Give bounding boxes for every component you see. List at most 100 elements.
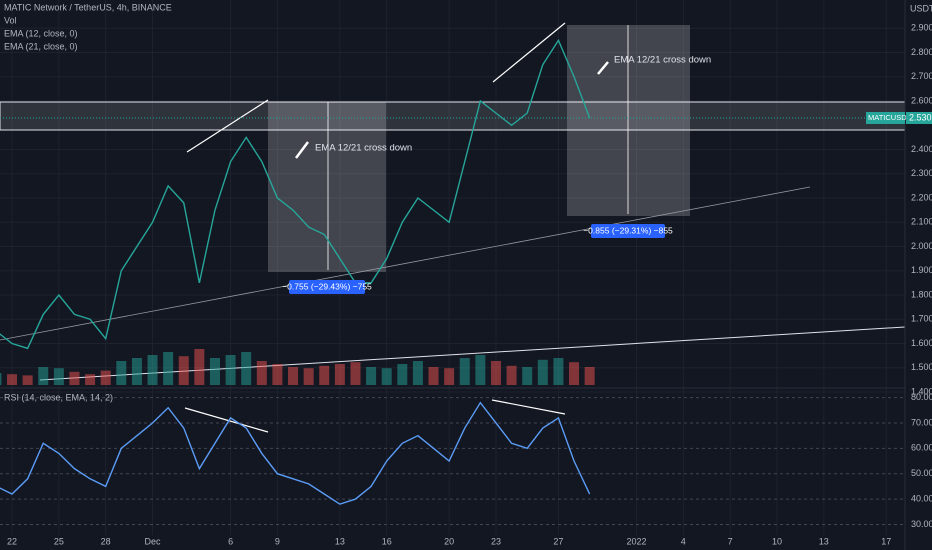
y2-tick-label: 80.00 (911, 392, 932, 402)
y-tick-label: 2.900 (911, 23, 932, 33)
x-tick-label: 7 (728, 536, 733, 546)
volume-bar (163, 352, 174, 385)
legend: EMA (12, close, 0) (4, 28, 78, 38)
series-line (0, 38, 591, 350)
volume-bar (53, 368, 64, 385)
measure-label-bg (591, 224, 665, 238)
currency: USDT (910, 3, 932, 13)
divergence-line (186, 99, 269, 153)
volume-bar (194, 349, 205, 385)
volume-bar (225, 355, 236, 385)
volume-bar (241, 352, 252, 385)
y-tick-label: 2.400 (911, 144, 932, 154)
y2-tick-label: 50.00 (911, 468, 932, 478)
volume-bar (100, 370, 111, 385)
x-tick-label: 20 (444, 536, 454, 546)
last-price-label-bg (906, 111, 932, 124)
x-tick-label: 4 (681, 536, 686, 546)
volume-bar (459, 358, 470, 385)
x-tick-label: 28 (101, 536, 111, 546)
volume-bar (38, 367, 49, 385)
measure-label: −0.855 (−29.31%) −855 (583, 225, 673, 235)
volume-bar (475, 355, 486, 385)
x-tick-label: 13 (819, 536, 829, 546)
annotation: EMA 12/21 cross down (315, 143, 412, 154)
divergence-line (184, 407, 269, 433)
y-tick-label: 1.400 (911, 386, 932, 396)
last-price-name: MATICUSDT (868, 113, 912, 122)
x-tick-label: 10 (772, 536, 782, 546)
volume-bar (303, 368, 314, 385)
volume-bar (85, 374, 96, 385)
annotation: EMA 12/21 cross down (614, 55, 711, 66)
last-price-name-bg (866, 111, 905, 124)
volume-bar (522, 367, 533, 385)
volume-bar (147, 355, 158, 385)
last-price-label: 2.530 (909, 112, 932, 122)
y-tick-label: 2.600 (911, 95, 932, 105)
volume-bar (0, 373, 2, 385)
y-tick-label: 1.900 (911, 265, 932, 275)
y-tick-label: 2.200 (911, 192, 932, 202)
x-tick-label: 23 (491, 536, 501, 546)
x-tick-label: 9 (275, 536, 280, 546)
x-tick-label: 2022 (626, 536, 646, 546)
volume-bar (506, 365, 517, 385)
volume-bar (116, 361, 127, 385)
measure-label: −0.755 (−29.43%) −755 (282, 281, 372, 291)
y-tick-label: 1.500 (911, 362, 932, 372)
volume-bar (584, 367, 595, 385)
legend: EMA (21, close, 0) (4, 41, 78, 51)
x-tick-label: 13 (335, 536, 345, 546)
volume-bar (553, 358, 564, 385)
volume-bar (428, 367, 439, 385)
y2-tick-label: 30.00 (911, 519, 932, 529)
volume-bar (412, 361, 423, 385)
volume-bar (178, 356, 189, 385)
x-tick-label: 22 (7, 536, 17, 546)
x-tick-label: 27 (553, 536, 563, 546)
volume-bar (490, 361, 501, 385)
divergence-line (491, 399, 566, 415)
volume-bar (131, 358, 142, 385)
measure-box (268, 102, 386, 272)
volume-bar (272, 364, 283, 385)
arrow (295, 141, 309, 159)
volume-bar (444, 368, 455, 385)
y-tick-label: 2.000 (911, 241, 932, 251)
y-tick-label: 2.700 (911, 71, 932, 81)
grid (0, 0, 905, 535)
volume-bar (22, 375, 33, 385)
x-tick-label: 16 (382, 536, 392, 546)
marks (0, 38, 595, 505)
y2-tick-label: 70.00 (911, 417, 932, 427)
volume-bar (350, 362, 361, 385)
y-tick-label: 1.700 (911, 314, 932, 324)
y2-tick-label: 60.00 (911, 443, 932, 453)
y-tick-label: 1.600 (911, 338, 932, 348)
volume-bar (319, 365, 330, 385)
divergence-line (492, 22, 566, 83)
volume-bar (7, 374, 18, 385)
volume-bar (381, 368, 392, 385)
x-tick-label: 25 (54, 536, 64, 546)
series-line (0, 401, 591, 505)
arrow (597, 61, 609, 75)
rsi-title: RSI (14, close, EMA, 14, 2) (4, 392, 113, 402)
y-tick-label: 2.300 (911, 168, 932, 178)
y-tick-label: 2.100 (911, 217, 932, 227)
volume-bar (69, 371, 80, 385)
volume-bar (334, 364, 345, 385)
volume-bar (569, 362, 580, 385)
volume-bar (288, 367, 299, 385)
measure-box (567, 25, 690, 216)
volume-bar (397, 364, 408, 385)
x-tick-label: 6 (228, 536, 233, 546)
y2-tick-label: 40.00 (911, 493, 932, 503)
volume-bar (256, 361, 267, 385)
resistance-zone (0, 101, 906, 131)
volume-bar (366, 367, 377, 385)
legend: Vol (4, 15, 17, 25)
